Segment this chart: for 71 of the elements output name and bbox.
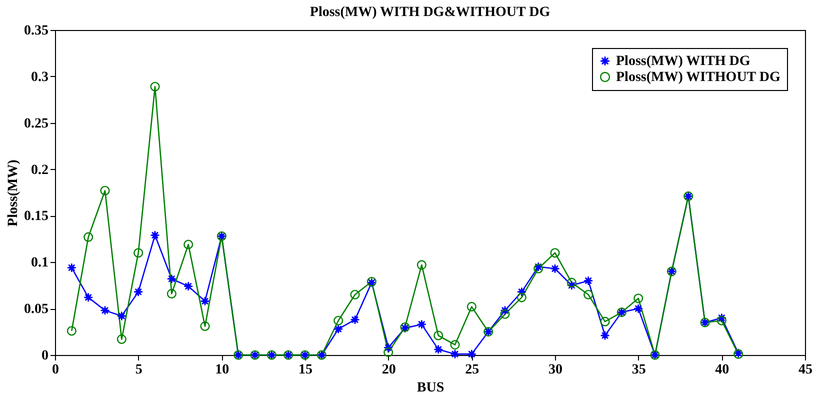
point: [384, 347, 394, 357]
x-tick-label: 45: [798, 362, 812, 378]
point: [334, 316, 344, 326]
point: [634, 304, 644, 314]
point: [150, 230, 160, 240]
x-tick-label: 15: [298, 362, 312, 378]
point: [200, 296, 210, 306]
point: [500, 306, 510, 316]
point: [516, 292, 526, 302]
y-tick-label: 0.3: [31, 70, 48, 85]
point: [716, 316, 726, 326]
point: [134, 248, 144, 258]
x-tick-label: 40: [715, 362, 730, 378]
point: [716, 313, 726, 323]
point: [584, 290, 594, 300]
point: [434, 344, 444, 354]
point: [384, 342, 394, 352]
y-tick-label: 0.15: [24, 209, 48, 224]
point: [434, 330, 444, 340]
point: [66, 326, 76, 336]
point: [350, 314, 360, 324]
x-tick-label: 25: [465, 362, 480, 378]
point: [600, 330, 610, 340]
x-tick-label: 35: [632, 362, 646, 378]
point: [600, 316, 610, 326]
point: [134, 287, 144, 297]
legend-label: Ploss(MW) WITHOUT DG: [616, 70, 780, 85]
point: [84, 292, 94, 302]
chart-title: Ploss(MW) WITH DG&WITHOUT DG: [310, 5, 550, 20]
x-tick-label: 10: [215, 362, 230, 378]
point: [416, 320, 426, 330]
y-tick-label: 0.05: [24, 302, 48, 318]
point: [450, 340, 460, 350]
y-tick-label: 0.2: [31, 162, 48, 178]
legend-label: Ploss(MW) WITH DG: [616, 54, 750, 69]
x-axis-title: BUS: [416, 380, 444, 396]
point: [150, 82, 160, 92]
point: [500, 309, 510, 319]
y-tick-label: 0: [42, 348, 48, 364]
point: [584, 276, 594, 286]
point: [166, 288, 176, 298]
point: [516, 287, 526, 297]
x-tick-label: 20: [382, 362, 396, 378]
point: [550, 264, 560, 274]
y-tick-label: 0.35: [24, 24, 48, 38]
x-tick-label: 0: [52, 362, 59, 378]
point: [566, 278, 576, 288]
point: [466, 302, 476, 312]
point: [416, 260, 426, 270]
point: [116, 334, 126, 344]
y-tick-label: 0.25: [24, 116, 48, 132]
point: [100, 186, 110, 196]
point: [466, 349, 476, 359]
point: [200, 321, 210, 331]
point: [184, 240, 194, 250]
point: [634, 294, 644, 304]
x-tick-label: 5: [135, 362, 142, 378]
point: [116, 311, 126, 321]
point: [334, 324, 344, 334]
point: [100, 306, 110, 316]
point: [66, 262, 76, 272]
point: [350, 290, 360, 300]
point: [184, 282, 194, 292]
point: [566, 280, 576, 290]
y-tick-label: 0.1: [31, 256, 48, 271]
point: [450, 349, 460, 359]
point: [166, 274, 176, 284]
point: [550, 248, 560, 258]
point: [84, 232, 94, 242]
y-axis-title: Ploss(MW): [6, 159, 21, 226]
x-tick-label: 30: [548, 362, 562, 378]
